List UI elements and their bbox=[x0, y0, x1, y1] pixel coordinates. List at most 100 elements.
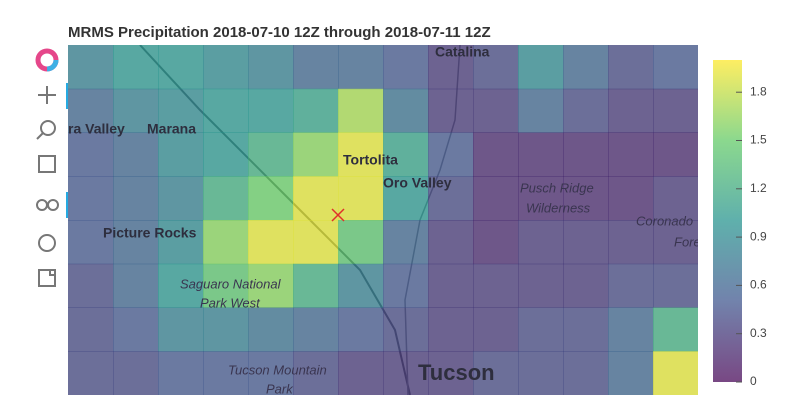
heat-cell bbox=[653, 88, 698, 133]
heat-cell bbox=[563, 220, 609, 265]
colorbar-tick-label: 1.2 bbox=[750, 181, 767, 195]
map: Catalina ra Valley Marana Tortolita Oro Vall… bbox=[68, 44, 701, 395]
save-tool[interactable] bbox=[38, 269, 56, 287]
heat-cell bbox=[68, 88, 114, 133]
heat-cell bbox=[383, 307, 429, 352]
heat-cell bbox=[473, 45, 519, 90]
heat-cell bbox=[608, 88, 654, 133]
bokeh-logo[interactable] bbox=[35, 48, 59, 72]
map-label: Park West bbox=[200, 295, 261, 310]
map-label: Coronado bbox=[636, 213, 693, 228]
heat-cell bbox=[113, 88, 159, 133]
heat-cell bbox=[473, 307, 519, 352]
heat-cell bbox=[473, 176, 519, 221]
heat-cell bbox=[653, 220, 698, 265]
heat-cell bbox=[338, 45, 384, 90]
map-label: Tucson Mountain bbox=[228, 362, 327, 377]
map-label: Fore bbox=[674, 234, 701, 249]
heat-cell bbox=[158, 132, 204, 177]
heat-cell bbox=[113, 132, 159, 177]
heat-cell bbox=[428, 176, 474, 221]
heat-cell bbox=[518, 351, 564, 395]
active-indicator bbox=[66, 192, 69, 218]
heat-cell bbox=[293, 88, 339, 133]
heat-cell bbox=[518, 220, 564, 265]
map-label: Marana bbox=[147, 121, 196, 137]
heat-cell bbox=[203, 132, 249, 177]
heat-cell bbox=[248, 351, 294, 395]
heat-cell bbox=[248, 45, 294, 90]
heat-cell bbox=[383, 351, 429, 395]
box-zoom-tool[interactable] bbox=[36, 120, 56, 140]
heat-cell bbox=[113, 176, 159, 221]
heat-cell bbox=[203, 307, 249, 352]
map-label: Pusch Ridge bbox=[520, 180, 594, 195]
heat-cell bbox=[428, 351, 474, 395]
heat-cell bbox=[338, 88, 384, 133]
heat-cell bbox=[113, 220, 159, 265]
heat-cell bbox=[293, 220, 339, 265]
heat-cell bbox=[608, 45, 654, 90]
heat-cell bbox=[608, 263, 654, 308]
heat-cell bbox=[293, 132, 339, 177]
heat-cell bbox=[518, 45, 564, 90]
heat-cell bbox=[518, 132, 564, 177]
heat-cell bbox=[428, 88, 474, 133]
map-label: Catalina bbox=[435, 44, 490, 60]
heat-cell bbox=[293, 307, 339, 352]
heat-cell bbox=[518, 176, 564, 221]
heat-cell bbox=[563, 176, 609, 221]
heat-cell bbox=[338, 132, 384, 177]
heat-cell bbox=[338, 220, 384, 265]
heat-cell bbox=[113, 307, 159, 352]
heat-cell bbox=[383, 45, 429, 90]
heat-cell bbox=[248, 307, 294, 352]
heat-cell bbox=[338, 176, 384, 221]
heat-cell bbox=[563, 132, 609, 177]
heat-cell bbox=[248, 220, 294, 265]
colorbar-tick-label: 0 bbox=[750, 374, 757, 388]
heat-cell bbox=[653, 45, 698, 90]
heat-cell bbox=[608, 220, 654, 265]
heat-cell bbox=[518, 263, 564, 308]
heat-cell bbox=[293, 45, 339, 90]
heat-cell bbox=[158, 307, 204, 352]
chart-title: MRMS Precipitation 2018-07-10 12Z throug… bbox=[68, 24, 491, 41]
heat-cell bbox=[248, 88, 294, 133]
heat-cell bbox=[203, 220, 249, 265]
heat-cell bbox=[473, 132, 519, 177]
pan-tool[interactable] bbox=[38, 86, 56, 104]
map-label: ra Valley bbox=[68, 121, 125, 137]
heat-cell bbox=[563, 263, 609, 308]
heat-cell bbox=[563, 307, 609, 352]
heat-cell bbox=[113, 351, 159, 395]
active-indicator bbox=[66, 83, 69, 109]
heat-cell bbox=[68, 351, 114, 395]
heat-cell bbox=[248, 176, 294, 221]
map-label: Oro Valley bbox=[383, 175, 452, 191]
wheel-zoom-tool[interactable] bbox=[36, 199, 59, 211]
heat-cell bbox=[338, 307, 384, 352]
heat-cell bbox=[653, 307, 698, 352]
heat-cell bbox=[383, 132, 429, 177]
heat-cell bbox=[158, 45, 204, 90]
heat-cell bbox=[158, 220, 204, 265]
heat-cell bbox=[608, 132, 654, 177]
heat-cell bbox=[608, 307, 654, 352]
heat-cell bbox=[293, 263, 339, 308]
heat-cell bbox=[473, 263, 519, 308]
heat-cell bbox=[608, 176, 654, 221]
heat-cell bbox=[518, 307, 564, 352]
heat-cell bbox=[653, 132, 698, 177]
heat-cell bbox=[563, 351, 609, 395]
map-label: Picture Rocks bbox=[103, 225, 197, 241]
heat-cell bbox=[293, 176, 339, 221]
box-select-tool[interactable] bbox=[38, 155, 56, 173]
heat-cell bbox=[113, 263, 159, 308]
marker bbox=[331, 208, 345, 222]
heat-cell bbox=[383, 88, 429, 133]
heat-cell bbox=[203, 45, 249, 90]
heat-cell bbox=[428, 263, 474, 308]
reset-tool[interactable] bbox=[38, 234, 56, 252]
toolbar bbox=[35, 48, 69, 287]
